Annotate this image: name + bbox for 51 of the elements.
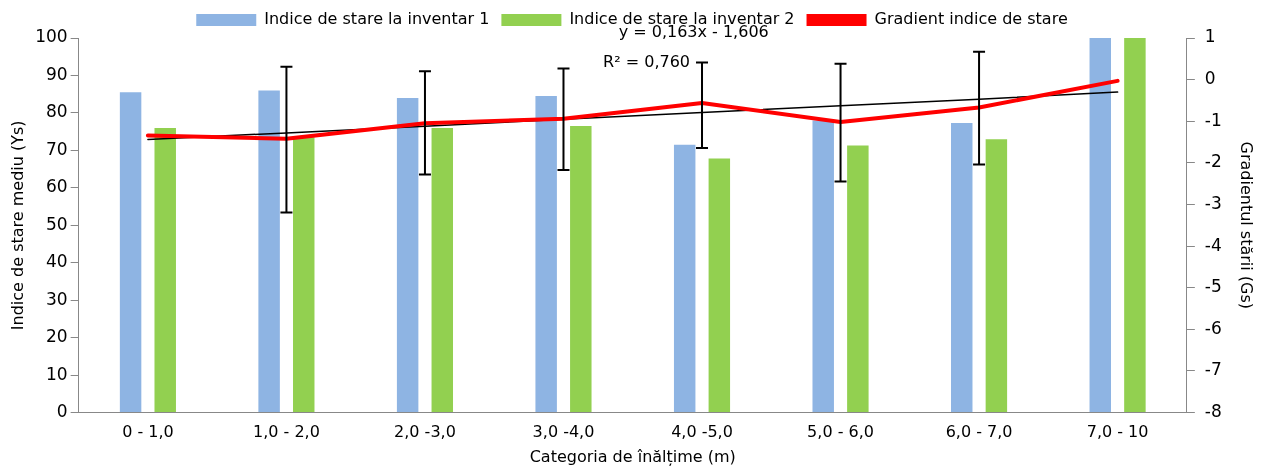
y-tick-label: 90	[46, 63, 68, 84]
bar	[708, 158, 731, 413]
bar	[119, 92, 142, 413]
bar	[293, 137, 315, 413]
y-tick-label: 40	[46, 251, 68, 272]
legend-label: Indice de stare la inventar 1	[264, 9, 490, 29]
y2-axis-title: Gradientul stării (Gs)	[1237, 141, 1257, 310]
y2-tick-label: -8	[1204, 401, 1222, 422]
bar	[396, 97, 419, 413]
y2-tick-label: -7	[1204, 359, 1222, 380]
x-tick-label: 2,0 -3,0	[394, 422, 456, 442]
y2-tick-label: 0	[1204, 68, 1216, 89]
bar	[847, 145, 869, 413]
y-tick-label: 50	[46, 213, 68, 234]
bar	[154, 127, 176, 413]
y-tick-label: 80	[46, 101, 68, 122]
x-tick-label: 5,0 - 6,0	[807, 422, 874, 442]
y-tick-label: 10	[46, 363, 68, 384]
y-tick-label: 30	[46, 288, 68, 309]
y-tick-label: 60	[46, 176, 68, 197]
x-tick-label: 0 - 1,0	[122, 422, 174, 442]
y-tick-label: 0	[56, 401, 68, 422]
x-tick-label: 4,0 -5,0	[671, 422, 733, 442]
x-tick-label: 7,0 - 10	[1086, 422, 1149, 442]
y2-tick-label: -4	[1204, 234, 1222, 255]
y2-tick-label: -2	[1204, 151, 1222, 172]
bar	[1089, 38, 1112, 413]
y2-tick-label: -3	[1204, 192, 1222, 213]
x-tick-label: 1,0 - 2,0	[253, 422, 320, 442]
x-tick-label: 6,0 - 7,0	[945, 422, 1013, 442]
bar	[570, 126, 592, 413]
y-tick-label: 100	[35, 26, 68, 47]
y2-tick-label: -6	[1204, 317, 1222, 338]
x-tick-label: 3,0 -4,0	[532, 422, 595, 442]
bar	[673, 144, 696, 413]
y2-tick-label: -5	[1204, 276, 1222, 297]
y-tick-label: 20	[46, 326, 68, 347]
bar	[431, 127, 454, 413]
bar	[951, 123, 973, 413]
bar	[1124, 38, 1146, 413]
bar	[535, 96, 557, 413]
y-tick-label: 70	[46, 138, 68, 159]
y-axis-title: Indice de stare mediu (Ys)	[7, 120, 27, 331]
x-axis-title: Categoria de înălțime (m)	[529, 446, 736, 466]
legend-label: Gradient indice de stare	[874, 9, 1068, 29]
bar	[985, 139, 1008, 413]
y2-tick-label: 1	[1204, 26, 1216, 47]
bar	[812, 120, 834, 413]
annotation: R² = 0,760	[603, 52, 691, 72]
y2-tick-label: -1	[1204, 109, 1222, 130]
bar	[258, 90, 280, 413]
